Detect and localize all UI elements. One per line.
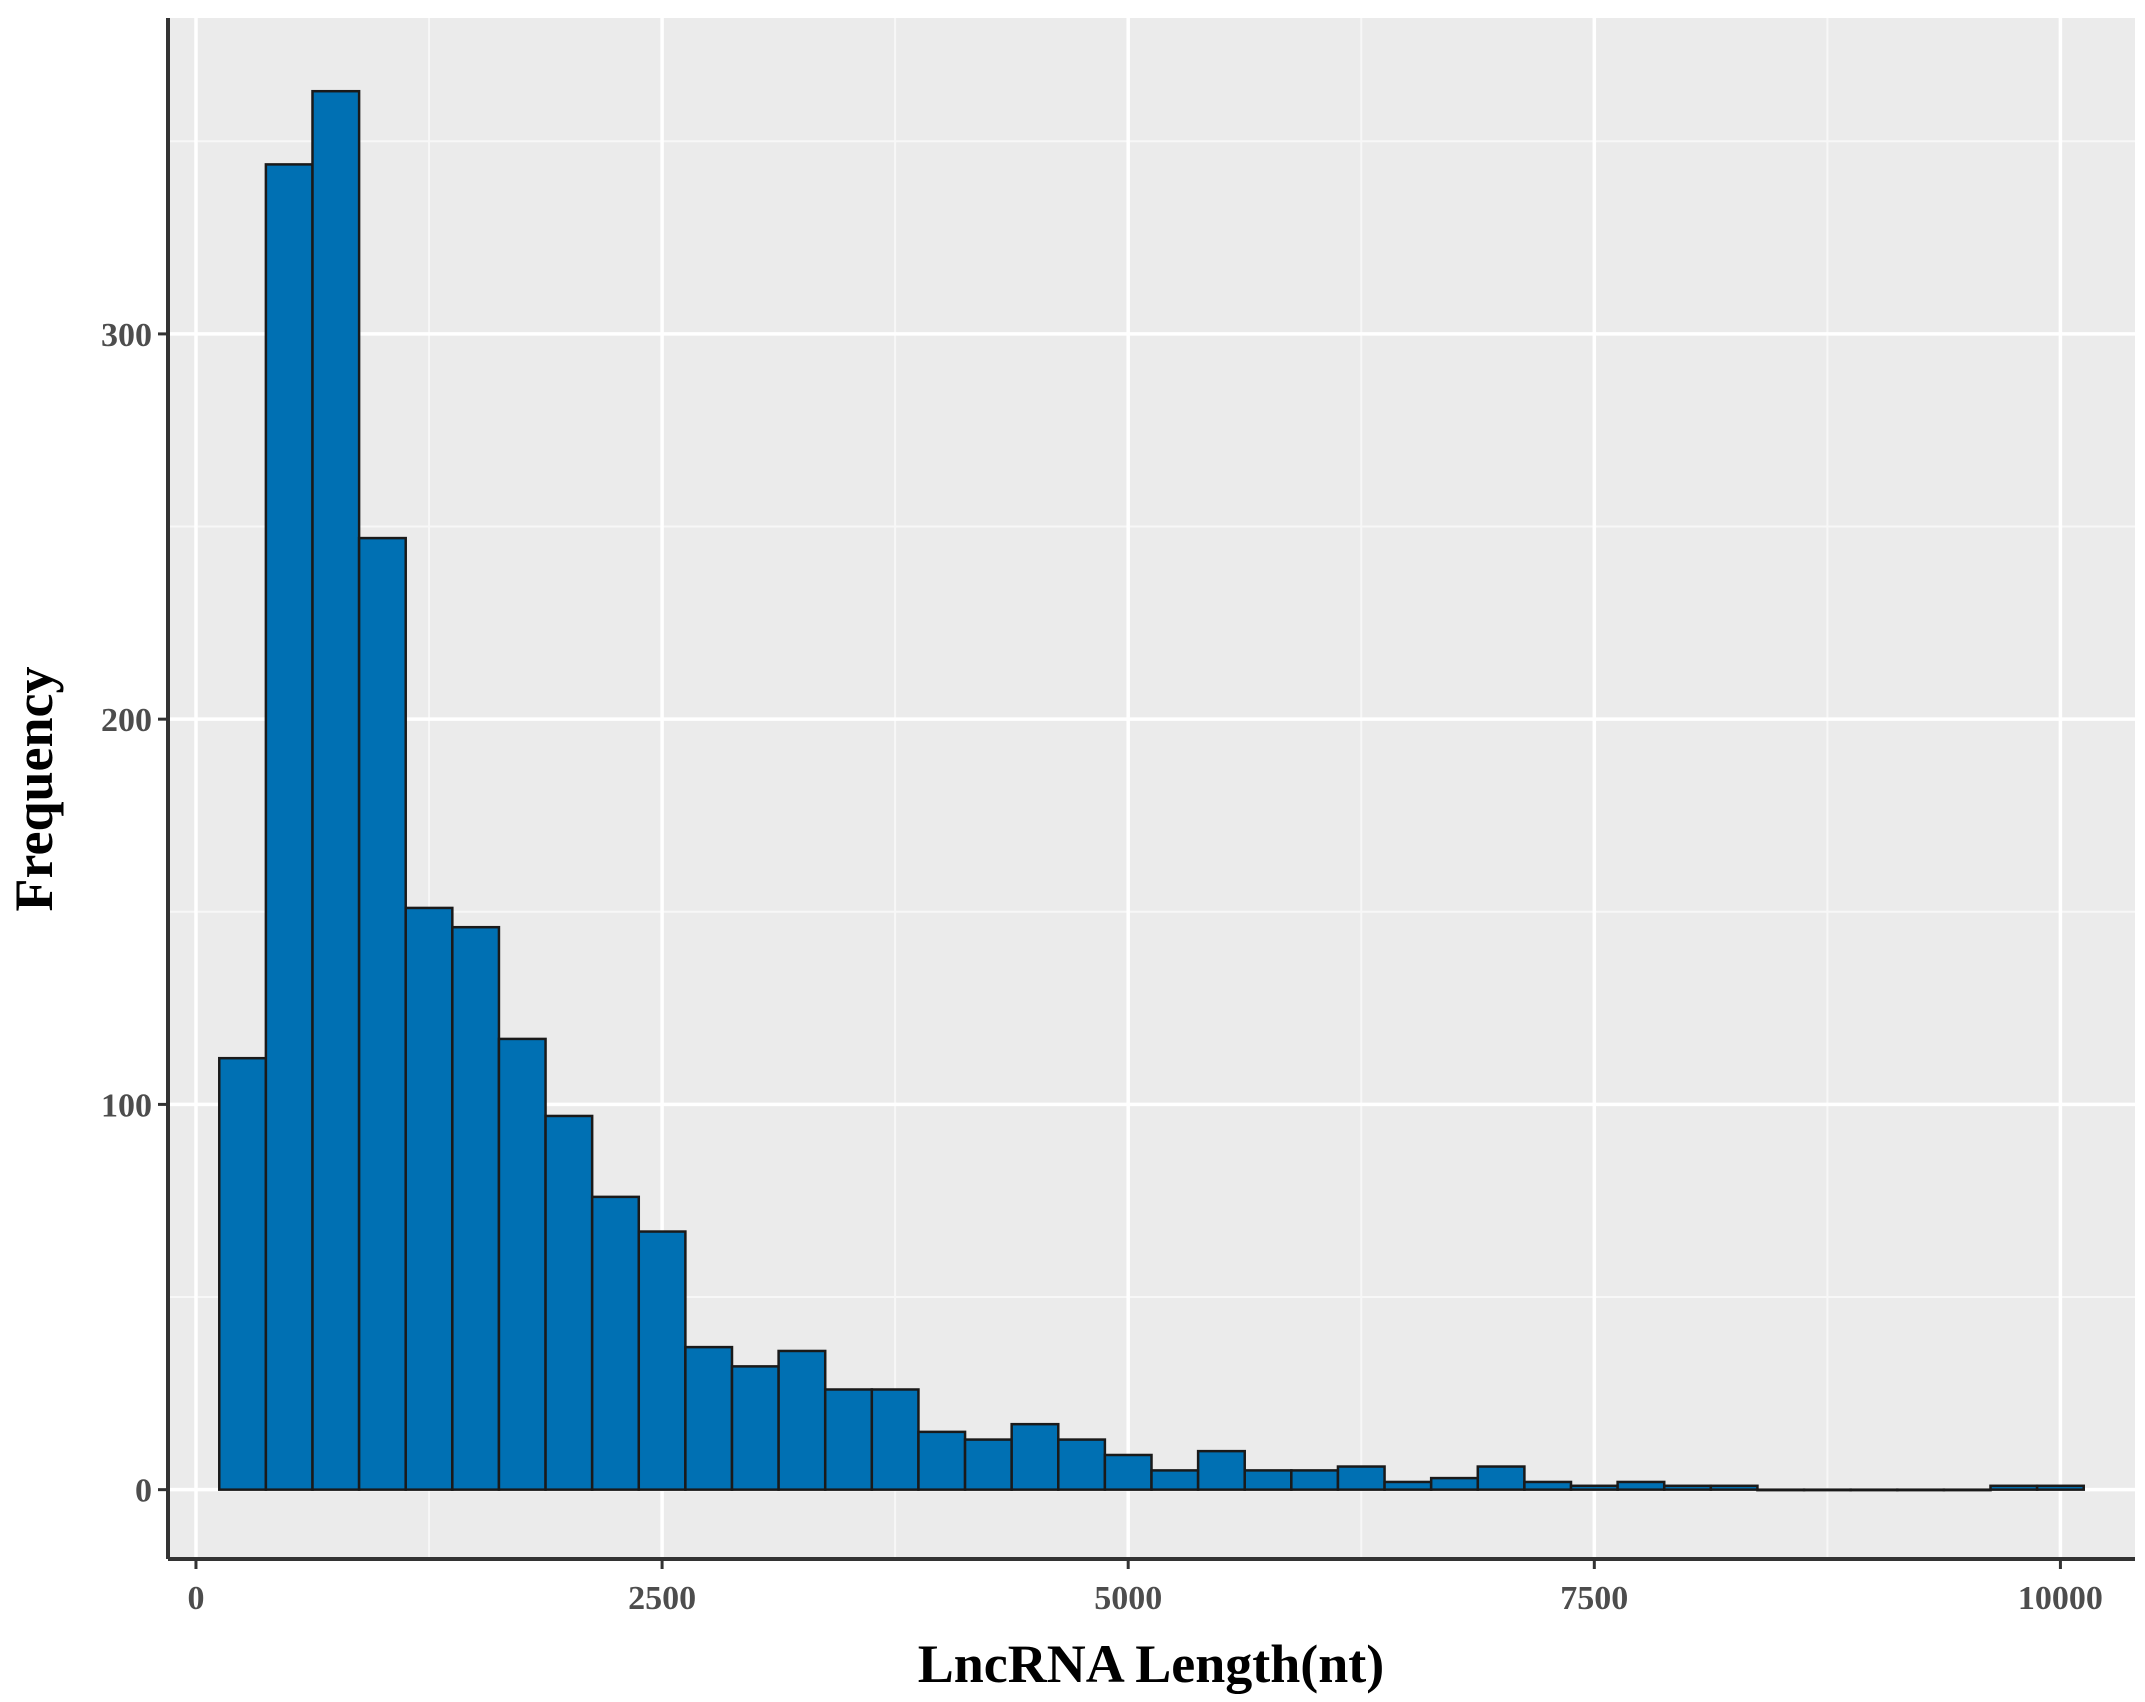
histogram-bar bbox=[1103, 1453, 1153, 1491]
histogram-bar bbox=[451, 925, 501, 1491]
histogram-bar bbox=[1290, 1469, 1340, 1491]
histogram-bar bbox=[730, 1365, 780, 1491]
y-tick-label: 100 bbox=[101, 1087, 152, 1124]
histogram-bar bbox=[218, 1056, 268, 1491]
y-tick-label: 200 bbox=[101, 702, 152, 739]
histogram-bar bbox=[1383, 1480, 1433, 1491]
histogram-bar bbox=[264, 163, 314, 1491]
histogram-bar bbox=[1802, 1488, 1852, 1492]
y-axis-title: Frequency bbox=[4, 667, 64, 912]
histogram-bar bbox=[1196, 1449, 1246, 1491]
histogram-bar bbox=[1942, 1488, 1992, 1492]
histogram-bar bbox=[1150, 1469, 1200, 1491]
histogram-bar bbox=[1989, 1484, 2039, 1491]
y-tick-label: 300 bbox=[101, 317, 152, 354]
histogram-bar bbox=[1616, 1480, 1666, 1491]
histogram-bar bbox=[777, 1349, 827, 1491]
axis-ticks: 0 2500 5000 7500 10000 0 100 200 300 bbox=[101, 317, 2103, 1617]
histogram-bar bbox=[637, 1230, 687, 1491]
x-axis-title: LncRNA Length(nt) bbox=[918, 1634, 1385, 1694]
histogram-bar bbox=[2035, 1484, 2085, 1491]
histogram-bar bbox=[963, 1438, 1013, 1491]
histogram-bar bbox=[1849, 1488, 1899, 1492]
histogram-bar bbox=[1662, 1484, 1713, 1491]
histogram-bar bbox=[684, 1345, 734, 1491]
histogram-bar bbox=[497, 1037, 547, 1491]
histogram-bar bbox=[1010, 1422, 1060, 1491]
histogram-bar bbox=[1429, 1476, 1480, 1491]
histogram-bar bbox=[917, 1430, 967, 1491]
histogram-bar bbox=[357, 536, 407, 1491]
histogram-bar bbox=[1756, 1488, 1806, 1492]
x-tick-label: 10000 bbox=[2018, 1580, 2103, 1617]
histogram-bar bbox=[544, 1114, 594, 1491]
histogram-bar bbox=[870, 1388, 920, 1491]
x-tick-label: 5000 bbox=[1094, 1580, 1162, 1617]
histogram-bar bbox=[311, 89, 361, 1491]
x-tick-label: 0 bbox=[187, 1580, 204, 1617]
histogram-bar bbox=[1569, 1484, 1619, 1491]
histogram-bar bbox=[1057, 1438, 1107, 1491]
histogram-bar bbox=[1336, 1465, 1386, 1491]
histogram-bar bbox=[823, 1388, 874, 1491]
histogram-bars bbox=[218, 89, 2085, 1492]
x-tick-label: 2500 bbox=[628, 1580, 696, 1617]
histogram-bar bbox=[1523, 1480, 1573, 1491]
histogram-bar bbox=[404, 906, 454, 1491]
histogram-bar bbox=[590, 1195, 641, 1491]
x-tick-label: 7500 bbox=[1560, 1580, 1628, 1617]
y-tick-label: 0 bbox=[135, 1473, 152, 1510]
histogram-bar bbox=[1243, 1469, 1293, 1491]
histogram-bar bbox=[1476, 1465, 1526, 1491]
histogram-bar bbox=[1709, 1484, 1759, 1491]
histogram-bar bbox=[1896, 1488, 1946, 1492]
